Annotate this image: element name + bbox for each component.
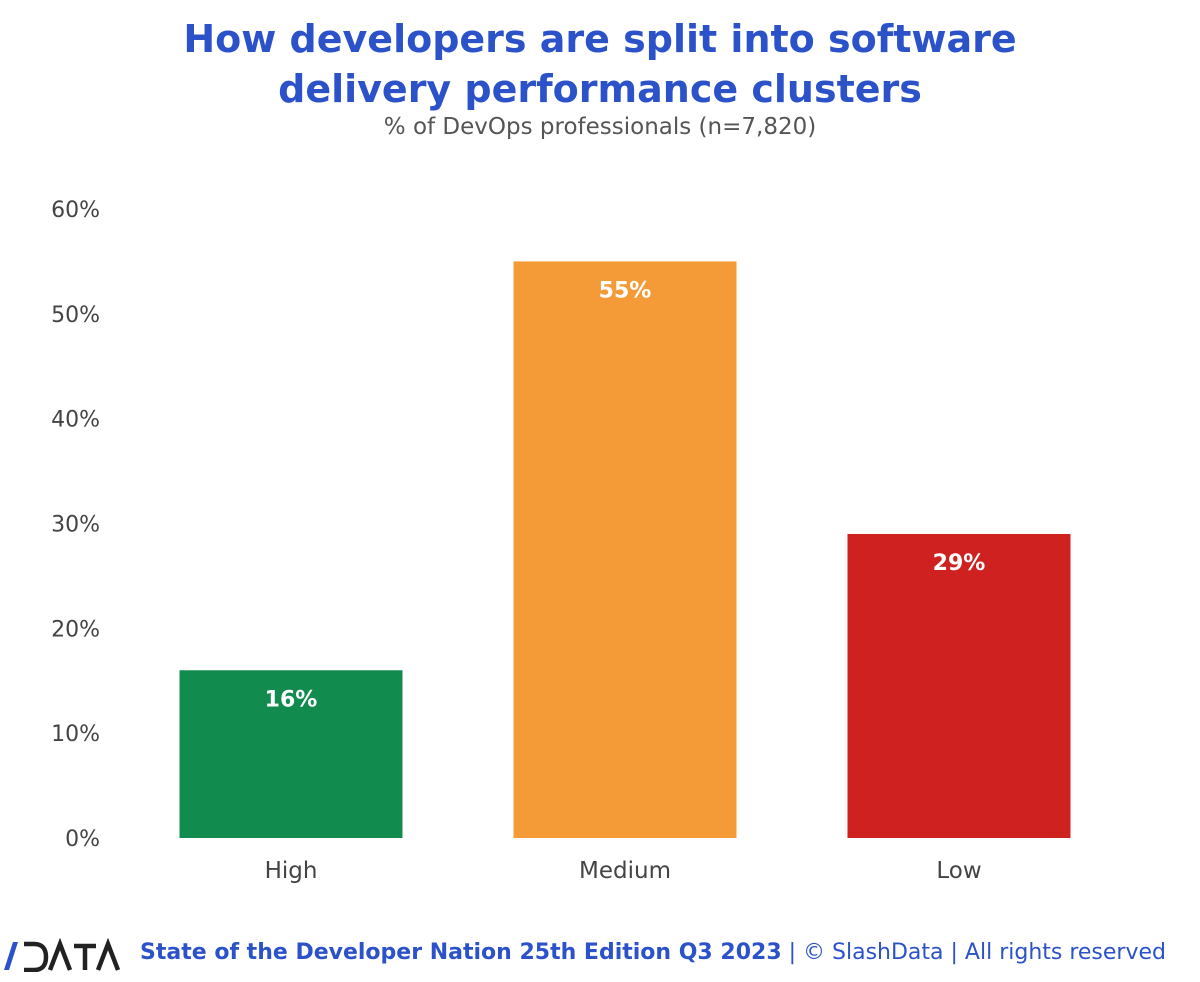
y-tick-label-60: 60% [51,198,100,223]
chart-subtitle: % of DevOps professionals (n=7,820) [383,114,817,140]
x-tick-label-medium: Medium [579,858,671,884]
chart-title-line-2: delivery performance clusters [278,67,922,111]
footer-text: State of the Developer Nation 25th Editi… [140,940,1166,965]
y-tick-label-30: 30% [51,513,100,538]
x-tick-label-low: Low [936,858,981,884]
bar-chart: 0% 10% 20% 30% 40% 50% 60% 16% 55% 29% High Mediu… [51,198,1071,884]
y-tick-label-40: 40% [51,408,100,433]
bars: 16% 55% 29% [179,261,1071,839]
data-label-high: 16% [265,687,318,712]
y-tick-label-0: 0% [65,827,100,852]
x-axis: High Medium Low [265,858,982,884]
y-axis: 0% 10% 20% 30% 40% 50% 60% [51,198,100,852]
bar-medium [513,261,737,839]
footer-copyright: | © SlashData | All rights reserved [781,940,1166,965]
footer-edition: State of the Developer Nation 25th Editi… [140,940,782,965]
bar-low [847,533,1071,838]
y-tick-label-20: 20% [51,617,100,642]
chart-title: How developers are split into software d… [0,14,1200,114]
data-label-low: 29% [933,551,986,576]
y-tick-label-10: 10% [51,722,100,747]
bar-high [179,670,403,838]
y-tick-label-50: 50% [51,303,100,328]
data-label-medium: 55% [599,278,652,303]
x-tick-label-high: High [265,858,318,884]
slashdata-logo [4,938,121,972]
footer: State of the Developer Nation 25th Editi… [0,934,1200,974]
chart-title-line-1: How developers are split into software [183,17,1017,61]
